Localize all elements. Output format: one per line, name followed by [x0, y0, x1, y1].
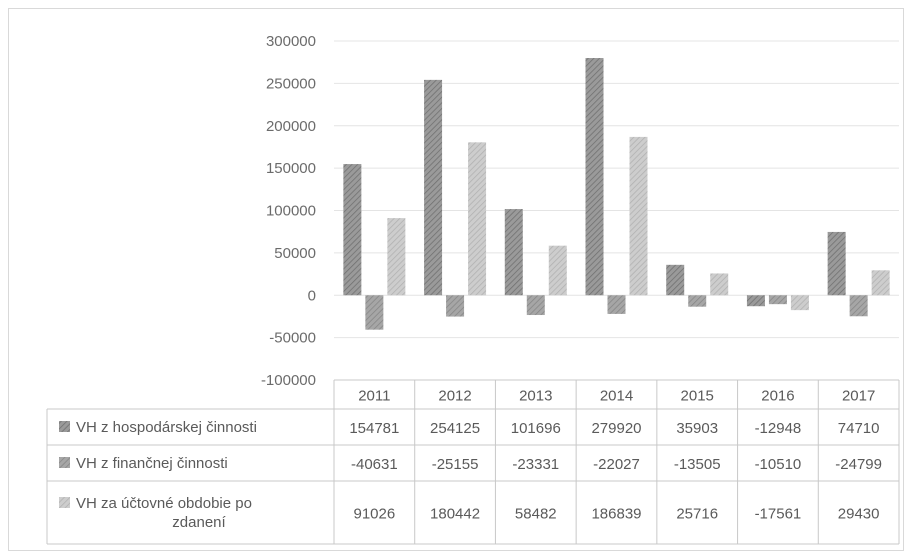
bar-2-2015	[688, 295, 707, 307]
data-label: 91026	[353, 506, 395, 523]
y-tick-label: -100000	[261, 372, 316, 389]
bar-1-2014	[585, 58, 604, 296]
y-tick-label: 200000	[266, 118, 316, 135]
category-label: 2012	[438, 388, 471, 405]
bar-2-2017	[849, 295, 868, 317]
legend-key-3	[59, 497, 70, 508]
bar-2-2012	[446, 295, 465, 317]
legend-key-2	[59, 457, 70, 468]
data-label: -13505	[674, 456, 721, 473]
category-label: 2011	[358, 388, 390, 405]
y-axis: 300000 250000 200000 150000 100000 50000 0 -500…	[261, 33, 316, 389]
legend-key-1	[59, 421, 70, 432]
bar-1-2015	[666, 264, 685, 296]
category-label: 2013	[519, 388, 552, 405]
legend-label: VH za účtovné obdobie po	[76, 495, 252, 512]
data-label: 101696	[511, 420, 561, 437]
data-label: 186839	[591, 506, 641, 523]
bar-2-2013	[526, 295, 545, 316]
gridlines	[334, 40, 899, 381]
data-label: -40631	[351, 456, 398, 473]
y-tick-label: -50000	[269, 330, 316, 347]
data-label: -23331	[512, 456, 559, 473]
data-label: -12948	[755, 420, 802, 437]
bar-1-2011	[343, 164, 362, 296]
y-tick-label: 50000	[274, 245, 316, 262]
bar-3-2015	[710, 273, 729, 296]
chart-frame: 300000 250000 200000 150000 100000 50000 0 -500…	[8, 8, 904, 551]
data-label: -10510	[755, 456, 802, 473]
bar-3-2011	[387, 218, 406, 296]
category-label: 2015	[681, 388, 714, 405]
legend-label: VH z hospodárskej činnosti	[76, 419, 257, 436]
data-label: 35903	[676, 420, 718, 437]
data-label: -25155	[432, 456, 479, 473]
y-tick-label: 250000	[266, 75, 316, 92]
bar-1-2017	[827, 231, 846, 296]
data-label: 254125	[430, 420, 480, 437]
bars	[343, 58, 890, 330]
legend-label: VH z finančnej činnosti	[76, 455, 228, 472]
data-label: -17561	[755, 506, 802, 523]
bar-3-2016	[790, 295, 809, 311]
category-label: 2017	[842, 388, 875, 405]
legend-label: zdanení	[172, 514, 226, 531]
data-label: 58482	[515, 506, 557, 523]
bar-1-2012	[424, 79, 443, 296]
bar-3-2017	[871, 270, 890, 296]
data-label: 25716	[676, 506, 718, 523]
bar-chart: 300000 250000 200000 150000 100000 50000 0 -500…	[46, 33, 900, 545]
data-label: -22027	[593, 456, 640, 473]
data-label: 154781	[349, 420, 399, 437]
y-tick-label: 150000	[266, 160, 316, 177]
data-label: -24799	[835, 456, 882, 473]
data-table: 2011 2012 2013 2014 2015 2016 2017 VH z hospodá…	[46, 379, 900, 545]
bar-3-2012	[468, 142, 487, 296]
category-label: 2014	[600, 388, 633, 405]
bar-1-2016	[746, 295, 765, 307]
category-label: 2016	[761, 388, 794, 405]
bar-3-2014	[629, 136, 648, 296]
bar-2-2016	[768, 295, 787, 305]
bar-2-2011	[365, 295, 384, 330]
data-label: 279920	[591, 420, 641, 437]
bar-2-2014	[607, 295, 626, 314]
bar-3-2013	[548, 245, 567, 296]
data-label: 74710	[838, 420, 880, 437]
data-label: 29430	[838, 506, 880, 523]
y-tick-label: 0	[308, 287, 316, 304]
bar-1-2013	[504, 209, 523, 296]
data-label: 180442	[430, 506, 480, 523]
y-tick-label: 300000	[266, 33, 316, 50]
y-tick-label: 100000	[266, 203, 316, 220]
